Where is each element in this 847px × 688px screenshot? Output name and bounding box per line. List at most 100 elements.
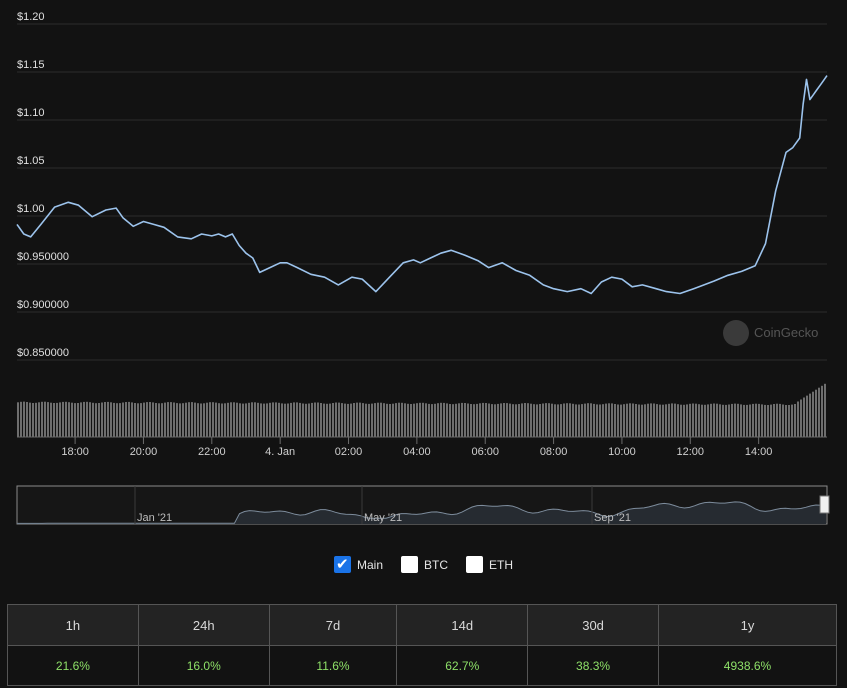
- y-tick-label: $1.10: [17, 107, 45, 119]
- volume-bar: [74, 403, 76, 437]
- volume-bar: [602, 404, 604, 437]
- navigator-labels: Jan '21 May '21 Sep '21: [134, 486, 631, 524]
- volume-bar: [212, 402, 214, 437]
- volume-bar: [101, 402, 103, 437]
- volume-bar: [638, 404, 640, 437]
- volume-bar: [257, 402, 259, 437]
- volume-bar: [200, 403, 202, 437]
- volume-bar: [530, 403, 532, 437]
- volume-bar: [194, 402, 196, 437]
- volume-bar: [824, 383, 826, 437]
- navigator-label: May '21: [364, 512, 402, 524]
- performance-header-row: 1h 24h 7d 14d 30d 1y: [7, 604, 838, 646]
- volume-bar: [182, 403, 184, 437]
- volume-bar: [287, 403, 289, 437]
- volume-bar: [359, 402, 361, 437]
- volume-bar: [254, 402, 256, 437]
- legend-item-btc[interactable]: BTC: [401, 556, 448, 573]
- checkbox-eth[interactable]: [466, 556, 483, 573]
- volume-bar: [692, 403, 694, 437]
- volume-bar: [392, 403, 394, 437]
- volume-bar: [323, 403, 325, 437]
- volume-bar: [497, 403, 499, 437]
- coingecko-logo-icon: [723, 320, 749, 346]
- volume-bar: [227, 402, 229, 437]
- volume-bar: [644, 404, 646, 437]
- volume-bar: [224, 403, 226, 437]
- volume-bar: [314, 402, 316, 437]
- checkbox-main[interactable]: [333, 555, 351, 573]
- volume-bar: [116, 403, 118, 437]
- volume-bar: [143, 402, 145, 437]
- volume-bar: [431, 404, 433, 437]
- volume-bar: [113, 402, 115, 437]
- x-tick-label: 14:00: [745, 446, 773, 458]
- y-tick-label: $0.950000: [17, 251, 69, 263]
- volume-bar: [524, 403, 526, 437]
- volume-bar: [650, 403, 652, 437]
- volume-bar: [149, 402, 151, 437]
- volume-bar: [782, 404, 784, 437]
- volume-bar: [410, 404, 412, 437]
- volume-bar: [785, 405, 787, 437]
- volume-bar: [527, 403, 529, 437]
- volume-bar: [29, 402, 31, 437]
- volume-bar: [794, 404, 796, 437]
- volume-bar: [479, 403, 481, 437]
- y-axis-labels: $1.20 $1.15 $1.10 $1.05 $1.00 $0.950000 $0.900…: [17, 11, 69, 359]
- x-tick-label: 06:00: [471, 446, 499, 458]
- volume-bar: [248, 402, 250, 437]
- volume-bar: [509, 403, 511, 437]
- navigator-handle[interactable]: [819, 495, 830, 514]
- volume-bar: [71, 402, 73, 437]
- volume-bar: [791, 404, 793, 437]
- volume-bar: [335, 402, 337, 437]
- volume-bar: [281, 403, 283, 437]
- volume-bar: [152, 402, 154, 437]
- volume-bar: [155, 403, 157, 437]
- volume-bar: [482, 402, 484, 437]
- volume-bar: [293, 402, 295, 437]
- volume-bar: [617, 404, 619, 437]
- volume-bar: [266, 403, 268, 437]
- x-axis-ticks: [74, 437, 760, 444]
- legend-label-eth: ETH: [489, 557, 513, 572]
- volume-bar: [722, 404, 724, 437]
- volume-bar: [38, 402, 40, 437]
- volume-bar: [572, 403, 574, 437]
- checkbox-btc[interactable]: [401, 556, 418, 573]
- volume-bar: [797, 401, 799, 437]
- volume-bar: [803, 397, 805, 437]
- volume-bar: [740, 404, 742, 437]
- volume-bar: [725, 404, 727, 437]
- volume-bar: [686, 404, 688, 437]
- volume-bar: [788, 405, 790, 437]
- volume-bar: [752, 403, 754, 437]
- volume-bar: [761, 404, 763, 437]
- volume-bar: [326, 403, 328, 437]
- navigator[interactable]: Jan '21 May '21 Sep '21: [16, 485, 830, 525]
- y-tick-label: $0.850000: [17, 347, 69, 359]
- volume-bar: [170, 402, 172, 437]
- price-chart[interactable]: $1.20 $1.15 $1.10 $1.05 $1.00 $0.950000 $0.900…: [0, 0, 847, 545]
- volume-bar: [218, 403, 220, 437]
- volume-bar: [95, 403, 97, 437]
- volume-bar: [458, 403, 460, 437]
- volume-bar: [80, 402, 82, 437]
- volume-bar: [806, 395, 808, 437]
- legend: Main BTC ETH: [0, 555, 847, 573]
- legend-item-main[interactable]: Main: [333, 555, 383, 573]
- volume-bar: [779, 403, 781, 437]
- y-tick-label: $1.05: [17, 155, 45, 167]
- legend-item-eth[interactable]: ETH: [466, 556, 513, 573]
- volume-bar: [590, 403, 592, 437]
- volume-bar: [494, 404, 496, 437]
- volume-bar: [704, 404, 706, 437]
- volume-bar: [653, 403, 655, 437]
- volume-bar: [755, 403, 757, 437]
- x-tick-label: 20:00: [130, 446, 158, 458]
- volume-bar: [386, 403, 388, 437]
- volume-bar: [701, 404, 703, 437]
- value-24h: 16.0%: [137, 645, 270, 686]
- volume-bar: [491, 404, 493, 437]
